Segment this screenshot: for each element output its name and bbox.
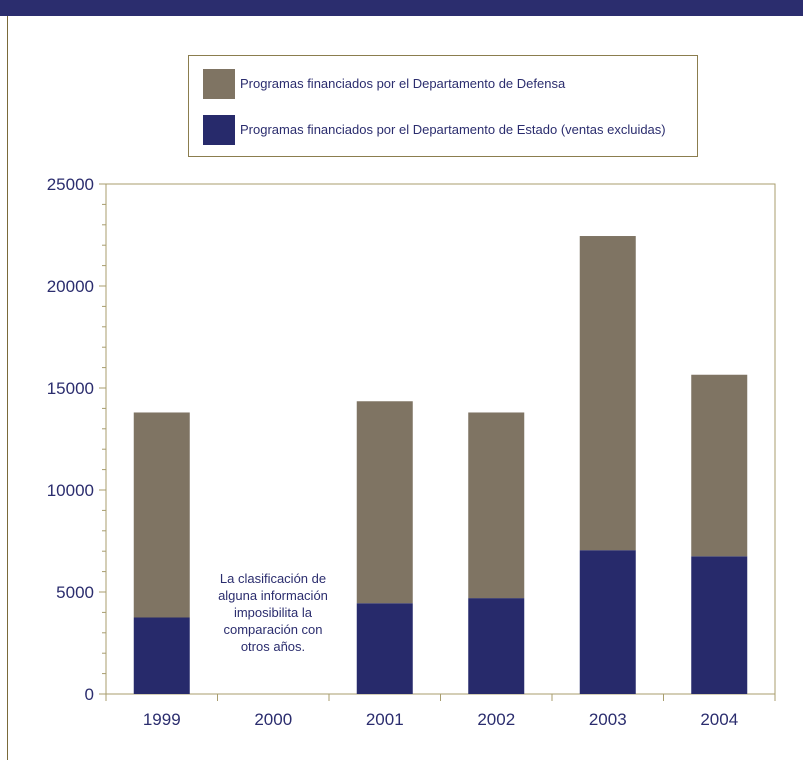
bar-segment-defensa xyxy=(133,412,190,618)
left-border-line xyxy=(7,16,8,760)
bar-segment-defensa xyxy=(579,236,636,551)
header-bar xyxy=(0,0,803,16)
legend-label-estado: Programas financiados por el Departament… xyxy=(240,122,666,137)
y-tick-label: 0 xyxy=(85,685,94,704)
y-tick-label: 10000 xyxy=(47,481,94,500)
bar-segment-estado xyxy=(579,550,636,694)
legend-item-estado: Programas financiados por el Departament… xyxy=(203,115,693,145)
bar-segment-estado xyxy=(468,598,525,694)
bar-segment-estado xyxy=(356,603,413,694)
legend-swatch-estado xyxy=(203,115,235,145)
x-tick-label: 2004 xyxy=(700,710,738,729)
x-tick-label: 2003 xyxy=(589,710,627,729)
legend-label-defensa: Programas financiados por el Departament… xyxy=(240,76,566,91)
bar-segment-defensa xyxy=(356,401,413,604)
bar-segment-estado xyxy=(133,617,190,694)
x-tick-label: 2001 xyxy=(366,710,404,729)
y-tick-label: 20000 xyxy=(47,277,94,296)
legend-item-defensa: Programas financiados por el Departament… xyxy=(203,69,693,99)
x-tick-label: 2002 xyxy=(477,710,515,729)
y-tick-label: 5000 xyxy=(56,583,94,602)
annotation-note: La clasificación de alguna información i… xyxy=(218,571,328,654)
x-tick-label: 1999 xyxy=(143,710,181,729)
y-tick-label: 15000 xyxy=(47,379,94,398)
bar-segment-defensa xyxy=(691,374,748,557)
legend: Programas financiados por el Departament… xyxy=(188,55,698,157)
bar-segment-estado xyxy=(691,556,748,694)
legend-swatch-defensa xyxy=(203,69,235,99)
plot-frame xyxy=(105,183,776,695)
x-tick-label: 2000 xyxy=(254,710,292,729)
bar-segment-defensa xyxy=(468,412,525,599)
y-tick-label: 25000 xyxy=(47,175,94,194)
